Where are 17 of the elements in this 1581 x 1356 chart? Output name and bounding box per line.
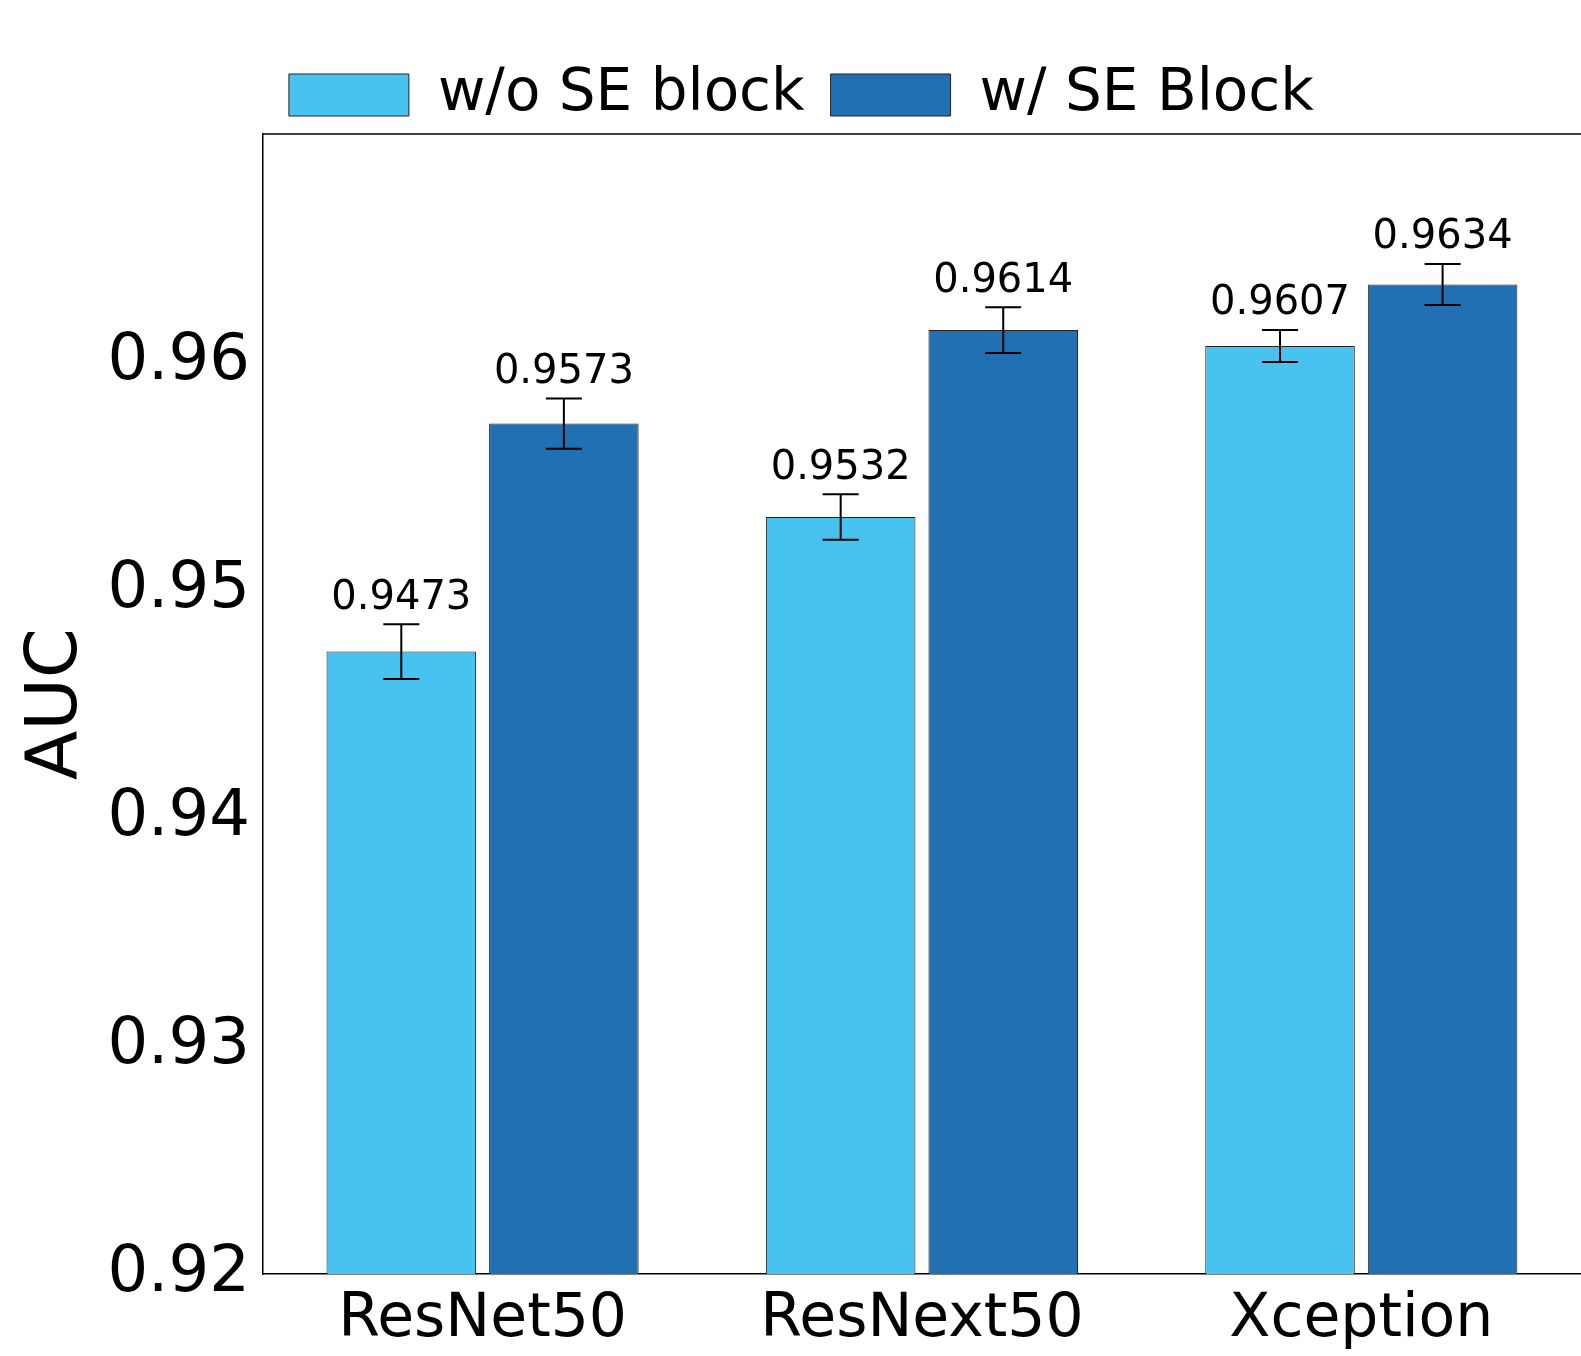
legend-label: w/ SE Block: [979, 56, 1315, 125]
y-tick-label: 0.94: [107, 775, 250, 850]
data-label: 0.9573: [493, 345, 634, 392]
y-tick-label: 0.93: [107, 1003, 250, 1078]
y-axis-title: AUC: [8, 627, 93, 781]
y-tick-label: 0.95: [107, 547, 250, 622]
data-label: 0.9473: [331, 571, 472, 618]
y-tick-label: 0.96: [107, 319, 250, 394]
legend-label: w/o SE block: [437, 56, 805, 125]
x-tick-label: Xception: [1229, 1279, 1494, 1350]
data-label: 0.9607: [1210, 277, 1351, 324]
x-tick-label: ResNet50: [338, 1279, 628, 1350]
data-label: 0.9614: [933, 254, 1074, 301]
data-label: 0.9532: [770, 441, 911, 488]
x-tick-label: ResNext50: [760, 1279, 1084, 1350]
data-label: 0.9634: [1372, 211, 1513, 258]
y-tick-label: 0.92: [107, 1231, 250, 1306]
